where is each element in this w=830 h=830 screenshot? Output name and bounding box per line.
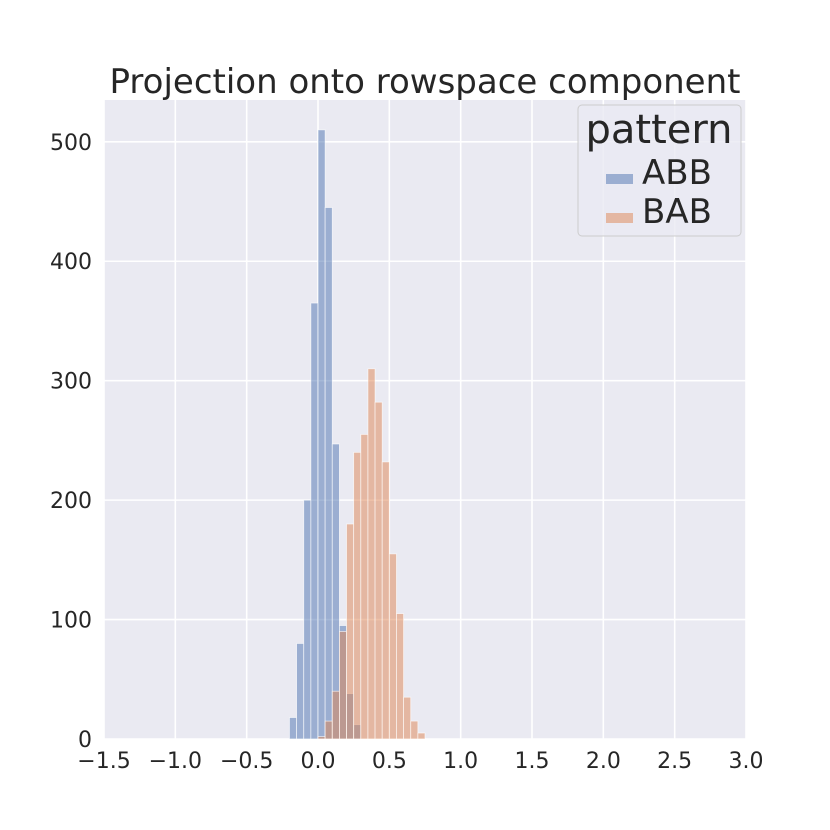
bar-abb (289, 717, 298, 740)
x-tick-label: 2.0 (586, 749, 621, 774)
legend-label-bab: BAB (642, 192, 712, 232)
legend: pattern ABB BAB (577, 104, 742, 237)
x-tick-label: −1.0 (149, 749, 202, 774)
y-tick-label: 300 (50, 370, 92, 395)
x-tick-label: 1.0 (443, 749, 478, 774)
bar-abb (317, 129, 326, 740)
x-tick-label: 3.0 (729, 749, 764, 774)
bar-bab (388, 553, 397, 740)
bar-abb (324, 207, 333, 740)
legend-swatch-abb (606, 174, 633, 184)
legend-title: pattern (586, 107, 733, 153)
y-tick-label: 200 (50, 489, 92, 514)
bar-bab (360, 434, 369, 740)
bar-bab (396, 613, 405, 740)
legend-label-abb: ABB (642, 153, 712, 193)
y-tick-label: 100 (50, 609, 92, 634)
bar-bab (338, 631, 347, 740)
y-tick-label: 0 (78, 728, 92, 753)
x-tick-label: 2.5 (657, 749, 692, 774)
histogram-bars (289, 129, 426, 740)
x-axis-ticks: −1.5 −1.0 −0.5 0.0 0.5 1.0 1.5 2.0 2.5 3.0 (77, 749, 763, 774)
x-tick-label: 0.5 (372, 749, 407, 774)
y-tick-label: 500 (50, 131, 92, 156)
chart-title: Projection onto rowspace component (110, 62, 741, 102)
x-tick-label: 1.5 (515, 749, 550, 774)
x-tick-label: −0.5 (220, 749, 273, 774)
x-tick-label: −1.5 (77, 749, 130, 774)
x-tick-label: 0.0 (301, 749, 336, 774)
bar-bab (324, 720, 333, 740)
bar-bab (410, 720, 419, 740)
bar-bab (403, 696, 412, 740)
bar-bab (417, 732, 426, 740)
bar-bab (381, 461, 390, 740)
bar-abb (303, 499, 312, 740)
bar-abb (310, 302, 319, 740)
bar-bab (367, 368, 376, 740)
bar-bab (317, 736, 326, 740)
bar-bab (331, 690, 340, 740)
y-axis-ticks: 0 100 200 300 400 500 (50, 131, 92, 753)
bar-bab (353, 451, 362, 740)
bar-bab (346, 523, 355, 740)
y-tick-label: 400 (50, 250, 92, 275)
bar-bab (374, 401, 383, 740)
bar-abb (296, 643, 305, 740)
legend-box (577, 104, 742, 237)
legend-swatch-bab (606, 213, 633, 223)
